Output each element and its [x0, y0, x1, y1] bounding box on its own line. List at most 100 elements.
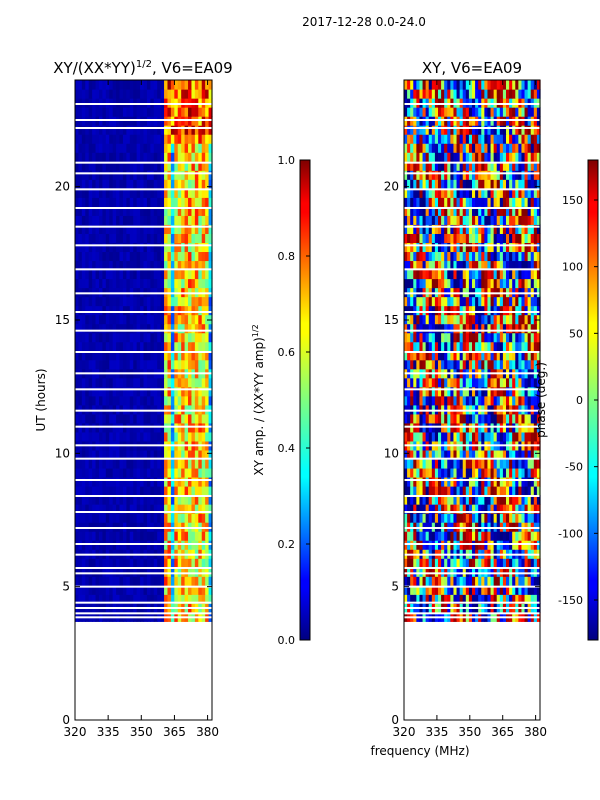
- heatmap-cell: [157, 486, 162, 496]
- heatmap-cell: [416, 143, 421, 153]
- heatmap-cell: [472, 305, 476, 316]
- heatmap-cell: [136, 134, 141, 144]
- heatmap-cell: [150, 486, 155, 496]
- heatmap-cell: [438, 359, 442, 370]
- heatmap-cell: [170, 107, 175, 117]
- heatmap-cell: [95, 386, 100, 397]
- heatmap-cell: [422, 188, 427, 198]
- heatmap-cell: [462, 305, 467, 316]
- heatmap-cell: [444, 558, 448, 568]
- heatmap-cell: [191, 467, 196, 478]
- heatmap-cell: [502, 188, 507, 198]
- heatmap-cell: [441, 269, 445, 280]
- heatmap-cell: [164, 305, 169, 316]
- heatmap-cell: [122, 305, 127, 316]
- heatmap-cell: [136, 323, 141, 334]
- heatmap-cell: [133, 341, 138, 352]
- heatmap-cell: [456, 170, 461, 180]
- heatmap-cell: [425, 359, 430, 370]
- heatmap-cell: [428, 350, 433, 361]
- heatmap-cell: [164, 251, 169, 262]
- heatmap-cell: [524, 179, 529, 189]
- heatmap-cell: [472, 278, 476, 289]
- heatmap-cell: [527, 476, 532, 487]
- heatmap-cell: [109, 80, 114, 90]
- heatmap-cell: [201, 567, 206, 577]
- heatmap-cell: [524, 233, 529, 243]
- heatmap-cell: [453, 242, 458, 253]
- heatmap-cell: [164, 567, 169, 577]
- heatmap-cell: [116, 395, 121, 406]
- heatmap-cell: [502, 431, 507, 442]
- heatmap-cell: [122, 476, 127, 487]
- heatmap-cell: [129, 215, 134, 225]
- heatmap-cell: [493, 125, 498, 135]
- heatmap-cell: [462, 467, 467, 478]
- heatmap-cell: [146, 143, 151, 153]
- heatmap-cell: [157, 134, 162, 144]
- heatmap-cell: [119, 504, 124, 514]
- heatmap-cell: [512, 558, 516, 568]
- heatmap-cell: [116, 576, 121, 586]
- heatmap-cell: [509, 332, 513, 343]
- heatmap-cell: [410, 305, 414, 316]
- heatmap-cell: [143, 179, 148, 189]
- heatmap-cell: [472, 449, 476, 460]
- heatmap-cell: [98, 125, 103, 135]
- heatmap-cell: [198, 98, 203, 108]
- heatmap-cell: [126, 558, 131, 568]
- heatmap-cell: [459, 278, 464, 289]
- heatmap-cell: [450, 458, 455, 469]
- heatmap-cell: [496, 188, 501, 198]
- heatmap-cell: [493, 314, 498, 325]
- heatmap-cell: [170, 269, 175, 280]
- heatmap-cell: [95, 269, 100, 280]
- heatmap-cell: [441, 476, 445, 487]
- heatmap-cell: [184, 404, 189, 415]
- heatmap-cell: [201, 404, 206, 415]
- heatmap-cell: [447, 495, 451, 505]
- heatmap-cell: [78, 125, 83, 135]
- heatmap-cell: [129, 531, 134, 541]
- heatmap-cell: [198, 188, 203, 198]
- heatmap-cell: [422, 197, 427, 207]
- heatmap-cell: [85, 206, 90, 216]
- heatmap-cell: [484, 242, 489, 253]
- heatmap-cell: [478, 161, 482, 171]
- heatmap-cell: [509, 278, 513, 289]
- heatmap-cell: [157, 152, 162, 162]
- heatmap-cell: [205, 125, 210, 135]
- heatmap-cell: [438, 467, 442, 478]
- heatmap-cell: [441, 522, 445, 532]
- heatmap-cell: [502, 513, 507, 523]
- heatmap-cell: [444, 359, 448, 370]
- heatmap-cell: [188, 513, 193, 523]
- heatmap-cell: [126, 585, 131, 595]
- heatmap-cell: [419, 179, 424, 189]
- heatmap-cell: [465, 287, 470, 298]
- heatmap-cell: [92, 278, 97, 289]
- heatmap-cell: [447, 594, 451, 604]
- heatmap-cell: [133, 152, 138, 162]
- heatmap-cell: [484, 197, 489, 207]
- heatmap-cell: [459, 377, 464, 388]
- heatmap-cell: [524, 215, 529, 225]
- heatmap-cell: [143, 305, 148, 316]
- heatmap-cell: [456, 522, 461, 532]
- heatmap-cell: [136, 260, 141, 271]
- heatmap-cell: [133, 98, 138, 108]
- heatmap-cell: [496, 576, 501, 586]
- heatmap-cell: [487, 323, 492, 334]
- heatmap-cell: [475, 341, 479, 352]
- heatmap-cell: [143, 404, 148, 415]
- heatmap-cell: [146, 404, 151, 415]
- heatmap-cell: [453, 576, 458, 586]
- heatmap-cell: [164, 458, 169, 469]
- heatmap-cell: [78, 233, 83, 243]
- heatmap-cell: [136, 89, 141, 99]
- heatmap-cell: [119, 413, 124, 424]
- heatmap-cell: [527, 107, 532, 117]
- heatmap-cell: [524, 188, 529, 198]
- heatmap-cell: [177, 332, 182, 343]
- heatmap-cell: [465, 495, 470, 505]
